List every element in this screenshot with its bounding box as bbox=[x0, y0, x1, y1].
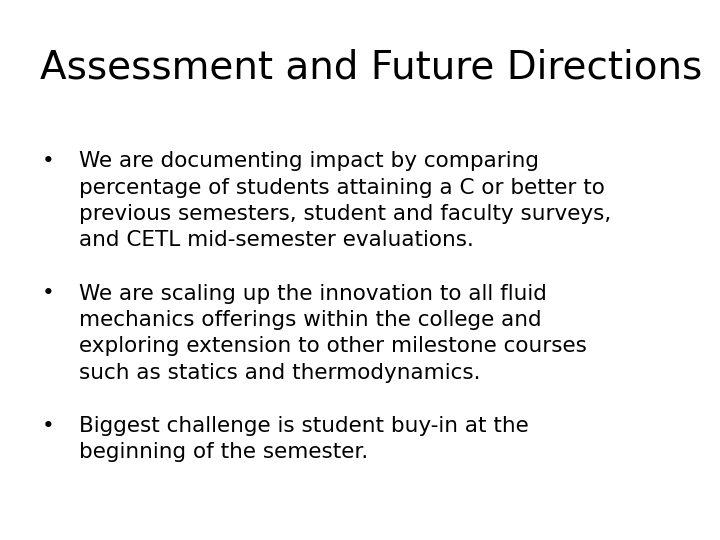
Text: We are documenting impact by comparing
percentage of students attaining a C or b: We are documenting impact by comparing p… bbox=[79, 151, 611, 251]
Text: •: • bbox=[42, 151, 55, 171]
Text: •: • bbox=[42, 416, 55, 436]
Text: Biggest challenge is student buy-in at the
beginning of the semester.: Biggest challenge is student buy-in at t… bbox=[79, 416, 529, 462]
Text: Assessment and Future Directions: Assessment and Future Directions bbox=[40, 49, 702, 86]
Text: •: • bbox=[42, 284, 55, 303]
Text: We are scaling up the innovation to all fluid
mechanics offerings within the col: We are scaling up the innovation to all … bbox=[79, 284, 587, 383]
